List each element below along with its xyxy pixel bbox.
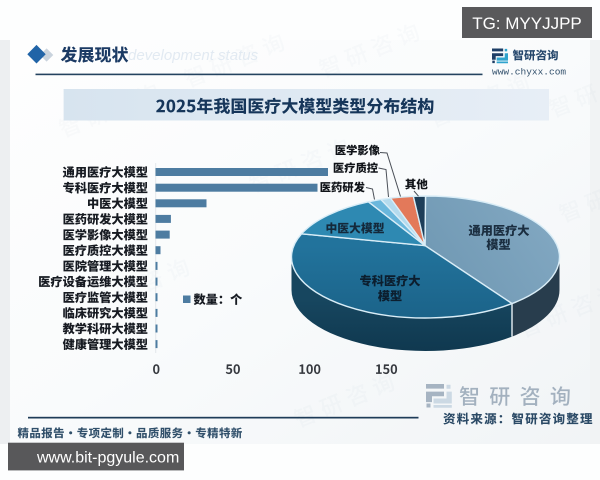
svg-text:development status: development status bbox=[128, 47, 259, 64]
svg-text:www.chyxx.com: www.chyxx.com bbox=[492, 67, 566, 78]
svg-text:TG: MYYJJPP: TG: MYYJJPP bbox=[472, 14, 582, 33]
svg-text:www.bit-pgyule.com: www.bit-pgyule.com bbox=[36, 450, 179, 467]
